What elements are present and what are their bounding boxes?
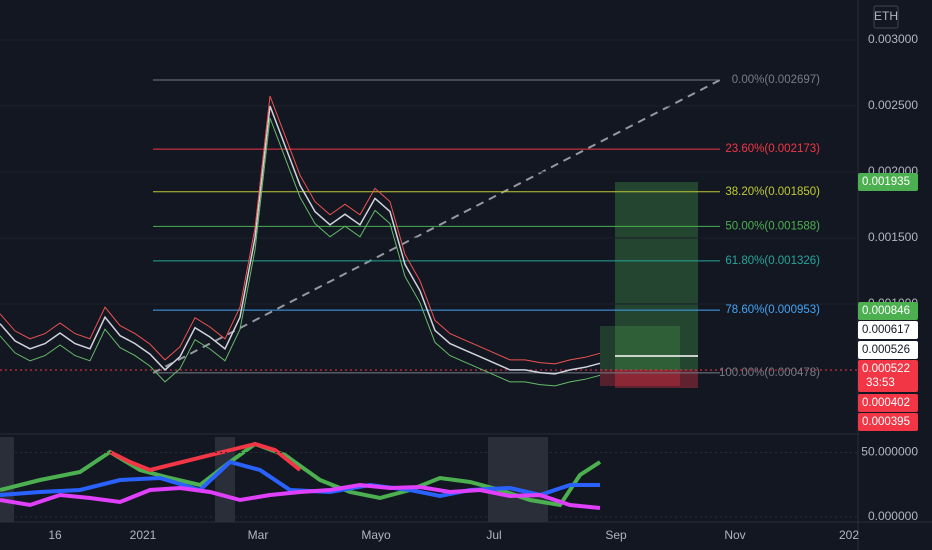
price-line [0, 105, 601, 375]
price-tag-label: 0.000522 [862, 363, 910, 375]
price-tag [858, 173, 918, 191]
target-zone[interactable] [615, 182, 698, 370]
target-zone[interactable] [600, 326, 680, 370]
symbol-box[interactable] [873, 5, 899, 29]
x-tick-label: Sep [605, 528, 627, 542]
fib-label: 0.00%(0.002697) [732, 74, 820, 86]
x-tick-label: 16 [48, 528, 62, 542]
y-tick-label: 0.003000 [868, 32, 918, 46]
price-tag [858, 394, 918, 412]
price-tag [858, 321, 918, 339]
price-tag [858, 341, 918, 359]
x-tick-label: 202 [839, 528, 859, 542]
x-tick-label: Nov [724, 528, 745, 542]
indicator-line [109, 441, 302, 473]
highlight [488, 437, 548, 522]
fib-label: 50.00%(0.001588) [725, 220, 820, 232]
price-tag-label: 0.000526 [862, 344, 910, 356]
fib-label: 100.00%(0.000478) [719, 367, 820, 379]
price-tag-label: 0.000846 [862, 305, 910, 317]
price-tag-label: 0.000402 [862, 397, 910, 409]
price-tag [858, 360, 918, 392]
lower-band [0, 117, 601, 387]
x-tick-label: Jul [486, 528, 501, 542]
fib-label: 61.80%(0.001326) [725, 255, 820, 267]
stop-zone[interactable] [615, 370, 698, 388]
fib-label: 38.20%(0.001850) [725, 186, 820, 198]
x-tick-label: Mar [248, 528, 269, 542]
fib-label: 23.60%(0.002173) [725, 143, 820, 155]
y-tick-label: 0.000000 [868, 509, 918, 523]
price-tag [858, 302, 918, 320]
price-tag-label: 0.000617 [862, 324, 910, 336]
indicator-line [0, 482, 601, 510]
stop-zone[interactable] [600, 370, 680, 386]
y-tick-label: 50.000000 [861, 445, 918, 459]
price-tag-label: 0.000395 [862, 416, 910, 428]
x-tick-label: Mayo [361, 528, 391, 542]
countdown: 33:53 [866, 377, 895, 389]
highlight [215, 437, 235, 522]
y-tick-label: 0.002500 [868, 98, 918, 112]
x-tick-label: 2021 [130, 528, 157, 542]
symbol-label[interactable]: ETH [874, 9, 898, 23]
price-tag [858, 413, 918, 431]
fib-label: 78.60%(0.000953) [725, 304, 820, 316]
upper-band [0, 95, 601, 365]
price-tag-label: 0.001935 [862, 176, 910, 188]
highlight [0, 437, 14, 522]
y-tick-label: 0.001500 [868, 230, 918, 244]
